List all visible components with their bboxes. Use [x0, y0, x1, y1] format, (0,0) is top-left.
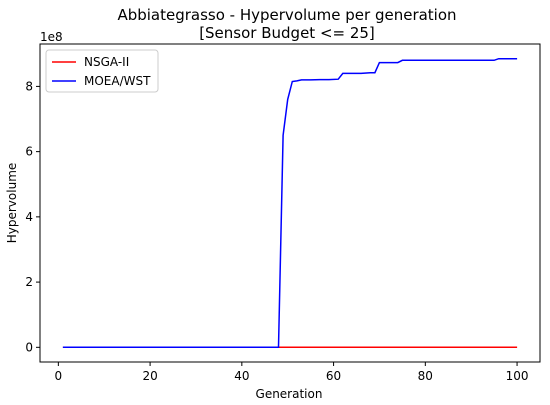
x-axis: 0 20 40 60 80 100: [55, 362, 529, 383]
y-axis-label: Hypervolume: [5, 163, 19, 244]
y-tick-label: 6: [25, 145, 33, 159]
legend-label: NSGA-II: [84, 55, 129, 69]
x-tick-label: 80: [418, 369, 433, 383]
y-tick-label: 4: [25, 210, 33, 224]
x-tick-label: 100: [506, 369, 529, 383]
legend: NSGA-II MOEA/WST: [45, 49, 159, 93]
y-tick-label: 2: [25, 275, 33, 289]
y-tick-label: 0: [25, 340, 33, 354]
series-line-moea-wst: [62, 57, 518, 349]
plot-frame: [39, 43, 541, 363]
x-tick-label: 20: [142, 369, 157, 383]
y-offset-label: 1e8: [40, 30, 63, 44]
y-axis: 0 2 4 6 8: [25, 79, 40, 354]
x-axis-label: Generation: [256, 387, 323, 401]
x-tick-label: 40: [234, 369, 249, 383]
chart-subtitle: [Sensor Budget <= 25]: [199, 24, 375, 42]
x-tick-label: 60: [326, 369, 341, 383]
plot-area: [62, 57, 518, 349]
chart-title: Abbiategrasso - Hypervolume per generati…: [117, 6, 456, 24]
legend-label: MOEA/WST: [84, 74, 151, 88]
y-tick-label: 8: [25, 79, 33, 93]
x-tick-label: 0: [55, 369, 63, 383]
